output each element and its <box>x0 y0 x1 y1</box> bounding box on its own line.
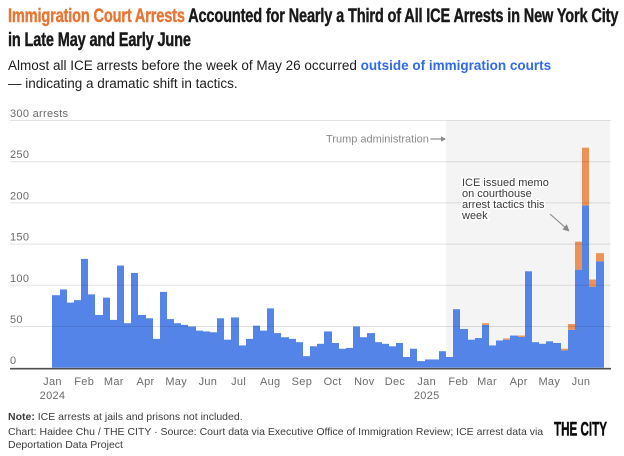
svg-text:Apr: Apr <box>510 376 528 388</box>
svg-text:Jun: Jun <box>199 376 218 388</box>
svg-text:Sep: Sep <box>292 376 312 388</box>
svg-text:2025: 2025 <box>414 390 440 402</box>
svg-text:Jan: Jan <box>417 376 436 388</box>
svg-text:Feb: Feb <box>448 376 468 388</box>
svg-text:Mar: Mar <box>104 376 124 388</box>
svg-text:Jun: Jun <box>572 376 591 388</box>
svg-text:Jul: Jul <box>231 376 246 388</box>
svg-text:Trump administration: Trump administration <box>326 134 429 146</box>
svg-text:2024: 2024 <box>40 390 66 402</box>
svg-text:Dec: Dec <box>385 376 406 388</box>
svg-text:200: 200 <box>10 190 29 202</box>
svg-text:300 arrests: 300 arrests <box>10 108 69 120</box>
svg-text:Jan: Jan <box>43 376 62 388</box>
svg-text:May: May <box>165 376 187 388</box>
svg-text:Nov: Nov <box>354 376 375 388</box>
svg-text:250: 250 <box>10 149 29 161</box>
svg-text:0: 0 <box>10 355 16 367</box>
svg-text:ICE issued memo: ICE issued memo <box>462 177 549 189</box>
svg-text:Mar: Mar <box>477 376 497 388</box>
svg-text:arrest tactics this: arrest tactics this <box>462 199 545 211</box>
svg-text:week: week <box>461 210 488 222</box>
svg-text:50: 50 <box>10 314 23 326</box>
svg-text:Feb: Feb <box>74 376 94 388</box>
svg-text:Aug: Aug <box>260 376 280 388</box>
svg-text:on courthouse: on courthouse <box>462 188 532 200</box>
svg-text:Apr: Apr <box>136 376 154 388</box>
svg-text:THE CITY: THE CITY <box>554 420 607 441</box>
svg-text:May: May <box>538 376 560 388</box>
svg-text:150: 150 <box>10 232 29 244</box>
svg-text:100: 100 <box>10 273 29 285</box>
svg-text:Oct: Oct <box>324 376 342 388</box>
